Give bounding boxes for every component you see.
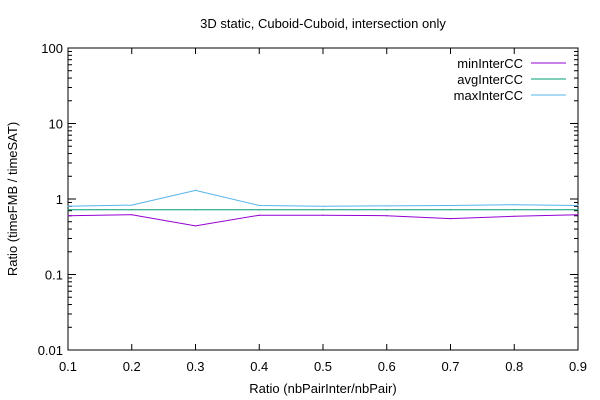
chart-title: 3D static, Cuboid-Cuboid, intersection o…	[200, 16, 446, 31]
data-point-avgInterCC	[322, 209, 324, 211]
x-tick-label: 0.2	[123, 359, 141, 374]
data-point-minInterCC	[131, 214, 133, 216]
y-tick-label: 0.1	[45, 268, 63, 283]
data-point-avgInterCC	[67, 209, 69, 211]
y-tick-label: 100	[41, 41, 63, 56]
x-axis-title: Ratio (nbPairInter/nbPair)	[249, 381, 396, 396]
data-point-maxInterCC	[386, 205, 388, 207]
y-tick-label: 1	[56, 192, 63, 207]
data-point-avgInterCC	[513, 209, 515, 211]
data-point-avgInterCC	[577, 209, 579, 211]
data-point-minInterCC	[67, 215, 69, 217]
data-point-maxInterCC	[513, 204, 515, 206]
y-tick-label: 10	[49, 117, 63, 132]
data-point-maxInterCC	[67, 205, 69, 207]
series-line-maxInterCC	[67, 189, 579, 207]
x-tick-label: 0.3	[186, 359, 204, 374]
y-tick-label: 0.01	[38, 343, 63, 358]
x-tick-label: 0.4	[250, 359, 268, 374]
x-tick-label: 0.8	[505, 359, 523, 374]
x-tick-label: 0.7	[441, 359, 459, 374]
data-point-minInterCC	[322, 214, 324, 216]
data-point-minInterCC	[577, 214, 579, 216]
data-point-minInterCC	[449, 218, 452, 220]
series-line-minInterCC	[67, 214, 579, 227]
data-point-maxInterCC	[577, 204, 579, 207]
data-point-avgInterCC	[194, 209, 197, 211]
data-point-maxInterCC	[194, 189, 197, 191]
data-point-minInterCC	[513, 215, 515, 217]
x-tick-label: 0.9	[569, 359, 587, 374]
plot-area: 0.1 0.2 0.3 0.4 0.5 0.6 0.7 0.8 0.90.010.1110100…	[38, 41, 587, 374]
x-tick-label: 0.5	[314, 359, 332, 374]
legend-label-maxInterCC: maxInterCC	[454, 88, 523, 103]
data-point-maxInterCC	[258, 204, 260, 207]
data-point-avgInterCC	[131, 209, 133, 211]
data-point-avgInterCC	[258, 209, 260, 211]
data-point-avgInterCC	[449, 209, 452, 211]
data-point-maxInterCC	[322, 205, 324, 207]
legend-label-avgInterCC: avgInterCC	[457, 72, 523, 87]
data-point-minInterCC	[194, 225, 197, 227]
data-point-avgInterCC	[386, 209, 388, 211]
x-tick-label: 0.6	[378, 359, 396, 374]
data-point-minInterCC	[258, 214, 260, 216]
data-point-minInterCC	[386, 215, 388, 217]
legend-label-minInterCC: minInterCC	[457, 56, 523, 71]
data-point-maxInterCC	[449, 204, 452, 207]
data-point-maxInterCC	[131, 204, 133, 206]
y-axis-title: Ratio (timeFMB / timeSAT)	[5, 122, 20, 276]
x-tick-label: 0.1	[59, 359, 77, 374]
